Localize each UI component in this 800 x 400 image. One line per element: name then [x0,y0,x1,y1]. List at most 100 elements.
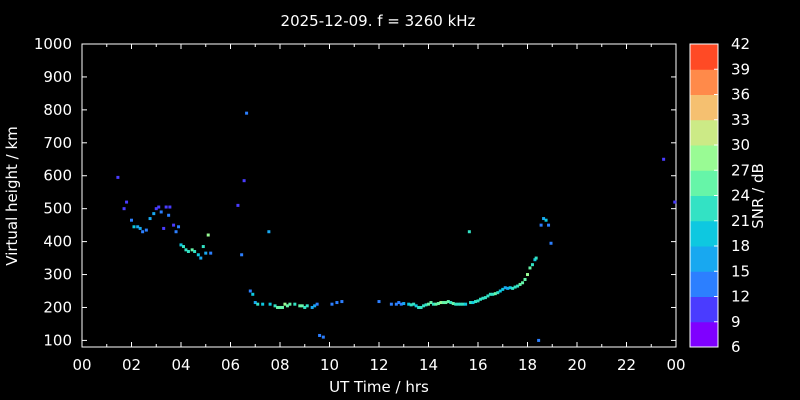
colorbar-tick-label: 18 [731,237,750,255]
data-point [305,304,309,308]
data-point [330,302,334,306]
data-point [167,213,171,217]
data-point [136,225,140,229]
colorbar-segment [690,271,718,297]
data-point [508,286,512,290]
data-point [310,305,314,309]
data-point [474,300,478,304]
data-point [493,292,497,296]
data-point [298,304,302,308]
data-point [186,249,190,253]
data-point [157,205,161,209]
colorbar-segment [690,220,718,247]
data-point [481,296,485,300]
data-point [496,291,500,295]
data-point [159,210,163,214]
data-point [278,305,282,309]
data-point [190,248,194,252]
y-tick-label: 600 [43,167,72,185]
data-point [340,300,344,304]
data-point [132,225,136,229]
data-point [273,304,277,308]
data-point [407,302,411,306]
colorbar-tick-label: 39 [731,60,750,78]
data-point [528,266,532,270]
y-tick-label: 900 [43,68,72,86]
data-point [444,301,448,305]
data-point [518,282,522,286]
data-point [446,300,450,304]
colorbar-tick-label: 27 [731,161,750,179]
data-point [236,203,240,207]
colorbar-tick-label: 6 [731,338,741,356]
data-point [439,301,443,305]
data-point [242,179,246,183]
data-point [168,205,172,209]
data-point [116,175,120,179]
data-point [506,286,510,290]
y-axis: 100 200 300 400 500 600 700 800 900 1000 [34,35,676,349]
colorbar-segment [690,94,718,121]
colorbar-segment [690,296,718,323]
x-tick-label: 06 [221,356,240,374]
data-point [193,249,197,253]
data-point [321,335,325,339]
data-point [513,285,517,289]
data-point [533,258,537,262]
data-point [511,286,515,290]
x-tick-label: 18 [518,356,537,374]
data-point [419,305,423,309]
data-point [427,302,430,306]
data-point [434,302,438,306]
data-point [409,303,413,307]
x-tick-label: 16 [468,356,487,374]
data-point [318,333,322,337]
data-point [488,292,492,296]
y-tick-label: 500 [43,200,72,218]
data-point [530,263,534,267]
data-point [456,302,460,306]
x-tick-label: 08 [270,356,289,374]
data-point [245,111,249,115]
data-point [164,205,168,209]
data-point [152,212,156,216]
data-point [394,302,398,306]
colorbar-label: SNR / dB [749,163,767,229]
x-tick-label: 04 [171,356,190,374]
colorbar-segment [690,119,718,146]
data-point [461,302,465,306]
data-point [523,277,527,281]
x-axis: 00 02 04 06 08 10 12 14 16 18 20 22 00 [72,44,686,374]
y-tick-label: 1000 [34,35,72,53]
data-point [174,230,178,234]
colorbar-tick-label: 36 [731,86,750,104]
data-point [148,217,152,221]
data-point [414,304,418,308]
x-tick-label: 10 [320,356,339,374]
x-axis-label: UT Time / hrs [329,378,429,396]
data-point [544,218,548,222]
data-point [516,284,520,288]
data-point [293,302,297,306]
data-point [261,302,265,306]
data-point [122,207,126,211]
data-point [162,226,166,230]
data-point [141,230,145,234]
y-tick-label: 700 [43,134,72,152]
x-tick-label: 22 [617,356,636,374]
data-point [476,299,480,303]
data-point [539,223,543,227]
data-point [673,200,677,204]
data-point [276,305,280,309]
data-point [471,301,475,305]
data-point [542,217,546,221]
data-point [402,302,406,306]
data-point [549,241,553,245]
data-point [399,302,403,306]
x-tick-label: 00 [666,356,685,374]
y-axis-label: Virtual height / km [3,126,21,265]
data-point [377,300,381,304]
colorbar-segment [690,246,718,272]
data-point [300,304,304,308]
